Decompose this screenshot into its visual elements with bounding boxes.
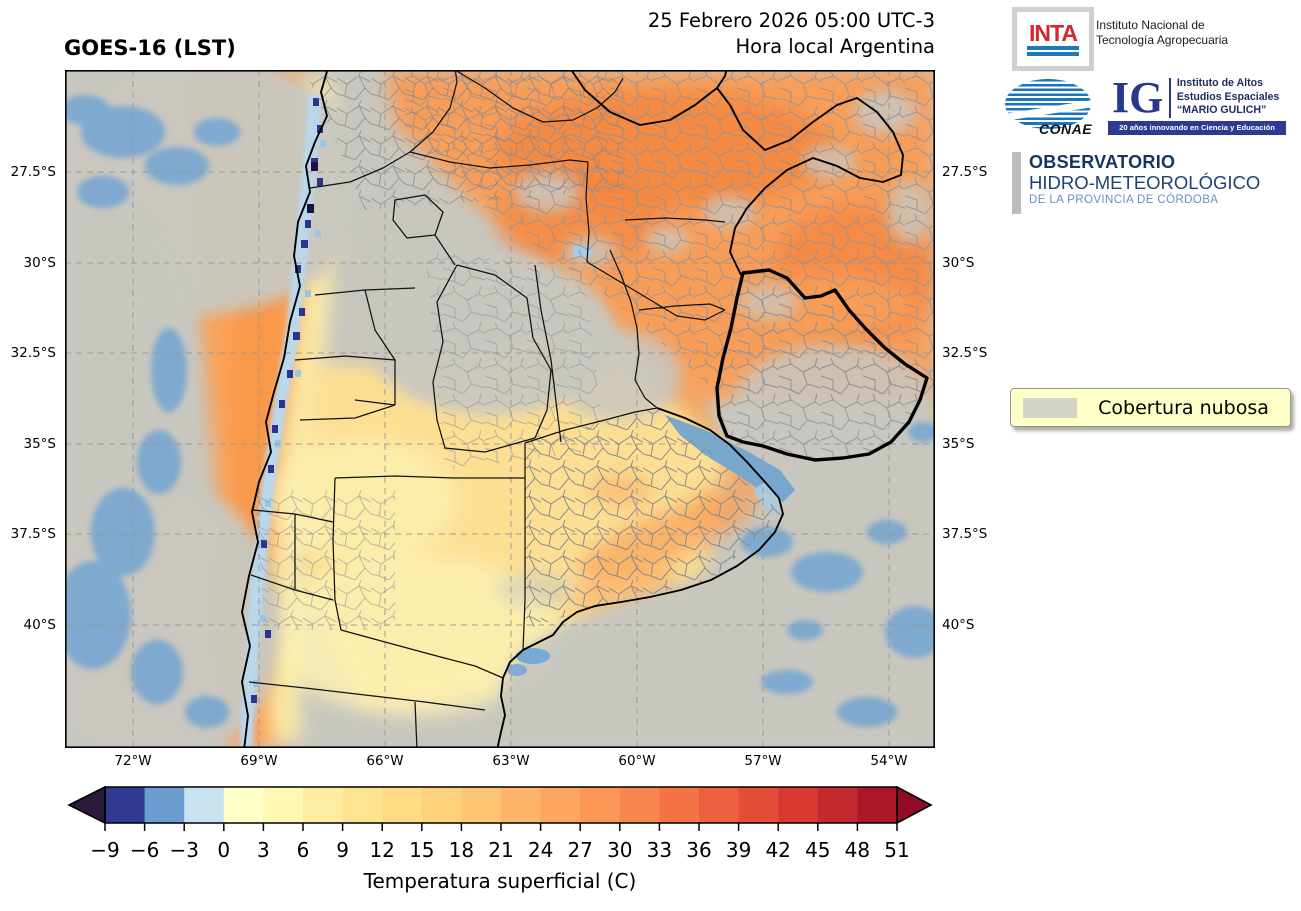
colorbar [65,785,935,832]
lon-axis: 72°W 69°W 66°W 63°W 60°W 57°W 54°W [0,753,1301,773]
cloud-legend-label: Cobertura nubosa [1098,396,1269,419]
colorbar-tick-label: 0 [217,838,231,862]
datetime-line1: 25 Febrero 2026 05:00 UTC-3 [647,9,935,32]
axis-tick-label: 40°S [23,617,57,633]
colorbar-tick-label: 12 [369,838,395,862]
axis-tick-label: 69°W [240,753,278,769]
inta-bar-icon [1027,52,1079,56]
observatorio-line1: OBSERVATORIO [1029,152,1176,172]
axis-tick-label: 60°W [618,753,656,769]
colorbar-caption: Temperatura superficial (C) [363,869,637,893]
colorbar-tick-label: 6 [296,838,310,862]
observatorio-bar-icon [1012,152,1021,214]
colorbar-tick-labels: −9 −6 −3 0 3 6 9 12 15 18 21 24 27 30 33 36 39 42 45 48 51 [65,838,935,864]
axis-tick-label: 35°S [942,436,975,452]
gulich-logo: IG Instituto de Altos Estudios Espaciale… [1108,72,1286,146]
colorbar-tick-label: −3 [169,838,199,862]
axis-tick-label: 27.5°S [942,164,988,180]
colorbar-tick-label: 39 [725,838,752,862]
inta-logo: INTA [1012,7,1094,71]
colorbar-tick-label: 18 [448,838,475,862]
observatorio-line3: DE LA PROVINCIA DE CÓRDOBA [1029,194,1219,206]
colorbar-tick-label: 42 [765,838,791,862]
colorbar-tick-label: 51 [884,838,910,862]
colorbar-tick-label: −6 [129,838,160,862]
lst-map-canvas [65,70,935,748]
colorbar-tick-label: 30 [607,838,633,862]
colorbar-tick-label: 9 [336,838,349,862]
province-boundaries [248,70,726,748]
lat-axis-right: 27.5°S 30°S 32.5°S 35°S 37.5°S 40°S [939,0,1009,911]
colorbar-tick-label: 3 [257,838,270,862]
uruguay-border [715,268,929,462]
axis-tick-label: 37.5°S [942,526,988,542]
observatorio-line2: HIDRO-METEOROLÓGICO [1029,172,1261,193]
cloud-swatch [1023,397,1077,418]
cold-cloud-layer [65,95,935,728]
colorbar-tick-label: 15 [409,838,435,862]
axis-tick-label: 27.5°S [10,164,56,180]
axis-tick-label: 32.5°S [10,345,56,361]
colorbar-tick-label: 21 [488,838,514,862]
axis-tick-label: 66°W [366,753,404,769]
colorbar-tick-label: 45 [805,838,831,862]
datetime-line2: Hora local Argentina [735,35,935,58]
colorbar-tick-label: 27 [567,838,593,862]
gulich-banner: 20 años innovando en Ciencia y Educación… [1108,121,1286,146]
colorbar-tick-label: 33 [646,838,673,862]
lat-axis-left: 27.5°S 30°S 32.5°S 35°S 37.5°S 40°S [0,0,62,911]
axis-tick-label: 72°W [114,753,152,769]
datetime-block: 25 Febrero 2026 05:00 UTC-3 Hora local A… [648,8,935,60]
axis-tick-label: 30°S [942,255,975,271]
axis-tick-label: 54°W [870,753,908,769]
graticule-grid [65,70,935,748]
colorbar-tick-label: 48 [844,838,871,862]
page-title: GOES-16 (LST) [64,36,236,60]
axis-tick-label: 35°S [23,436,57,452]
colorbar-tick-label: −9 [90,838,120,862]
colorbar-canvas [67,785,933,831]
axis-tick-label: 63°W [492,753,530,769]
gulich-name: Instituto de Altos Estudios Espaciales “… [1176,77,1280,117]
inta-wordmark: INTA [1029,20,1078,46]
observatorio-logo: OBSERVATORIO HIDRO-METEOROLÓGICO DE LA P… [1012,152,1260,214]
axis-tick-label: 37.5°S [10,526,56,542]
gulich-divider [1169,77,1171,118]
inta-bar-icon [1027,46,1079,50]
axis-tick-label: 57°W [744,753,782,769]
conae-wordmark: CONAE [1039,121,1093,137]
cloud-cover-legend: Cobertura nubosa [1010,388,1291,427]
international-boundaries [241,70,904,748]
axis-tick-label: 32.5°S [942,345,988,361]
conae-logo: CONAE [997,77,1101,139]
gulich-ig-monogram: IG [1112,72,1164,122]
colorbar-tick-label: 24 [527,838,554,862]
map-border-frame [65,70,935,748]
axis-tick-label: 30°S [23,255,57,271]
map-frame [65,70,935,748]
colorbar-tick-label: 36 [686,838,712,862]
inta-name: Instituto Nacional de Tecnología Agropec… [1096,18,1229,47]
axis-tick-label: 40°S [942,617,975,633]
